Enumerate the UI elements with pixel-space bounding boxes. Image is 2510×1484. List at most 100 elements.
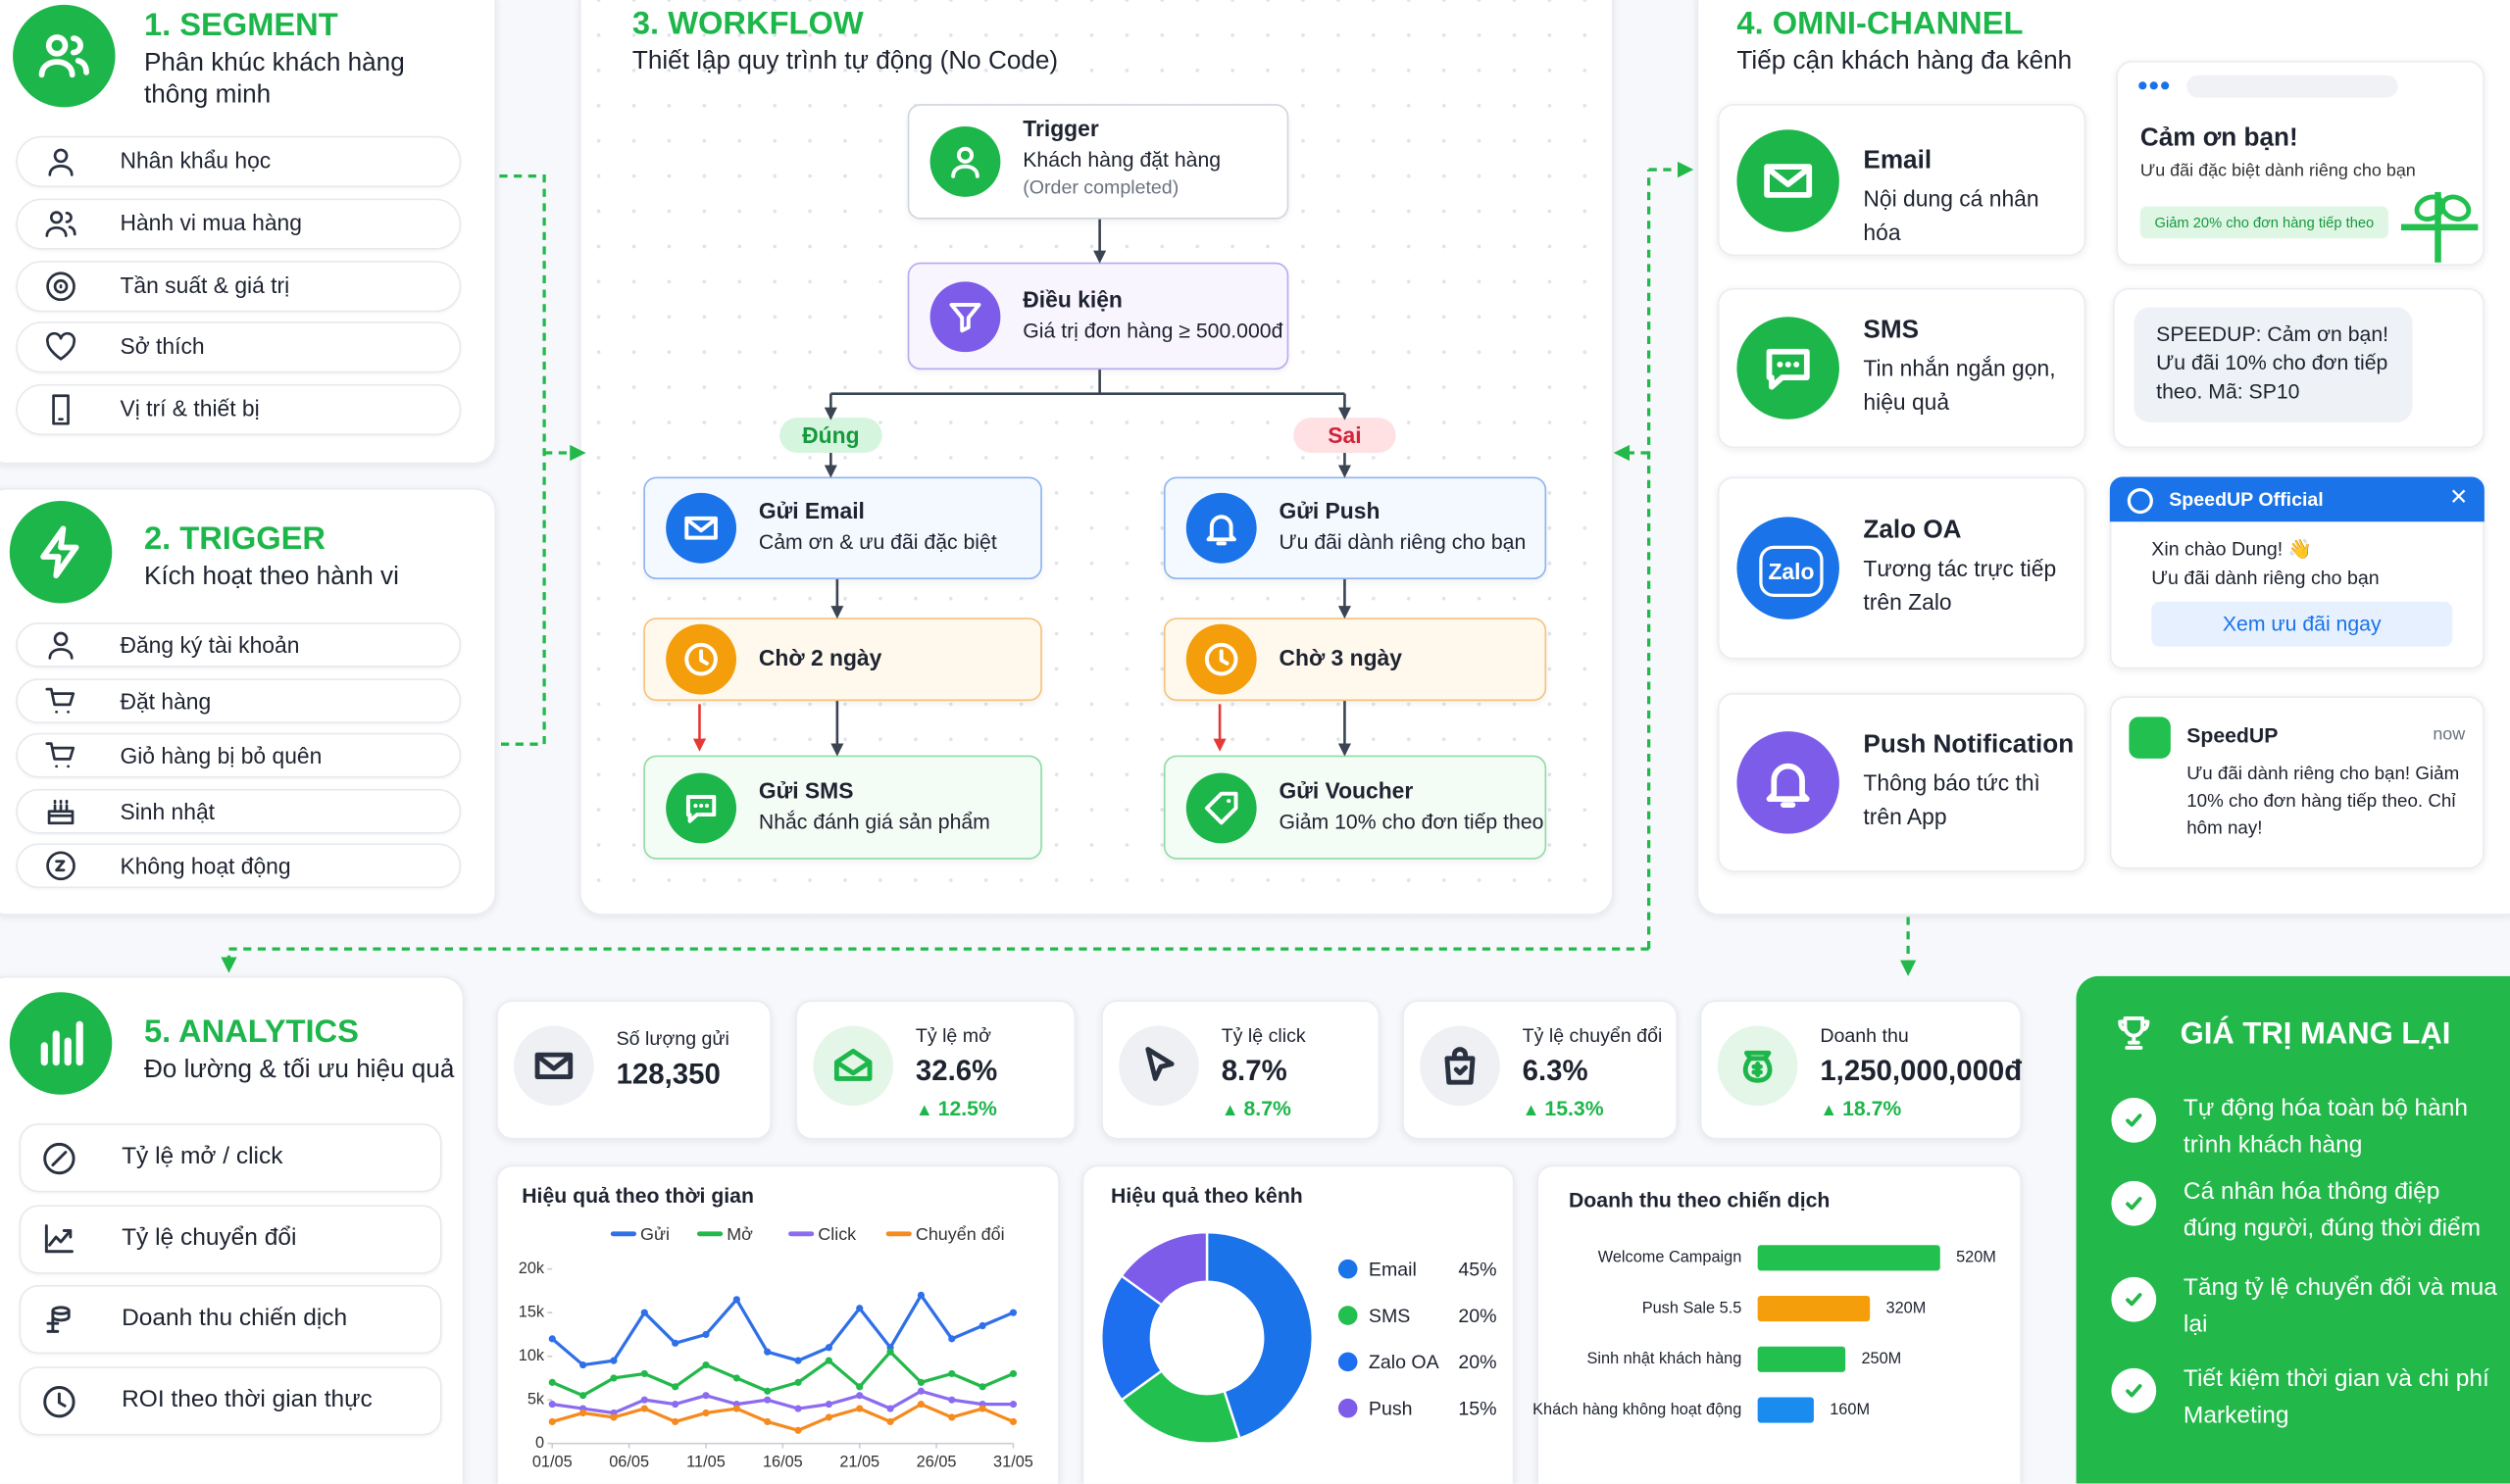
x-tick-label: 01/05: [532, 1454, 573, 1471]
channel-icon: [1736, 731, 1839, 834]
point: [917, 1378, 926, 1386]
point: [1009, 1401, 1018, 1409]
kpi-label: Tỷ lệ mở: [915, 1023, 991, 1047]
segment-item-icon: [48, 148, 74, 176]
zalo-preview-header: [2109, 476, 2485, 522]
omni-subtitle: Tiếp cận khách hàng đa kênh: [1736, 47, 2073, 75]
point: [948, 1413, 956, 1421]
close-button: ✕: [2449, 483, 2469, 510]
value-label: 15%: [1458, 1399, 1496, 1420]
kpi-icon: [1119, 1025, 1199, 1107]
kpi-change: 15.3%: [1523, 1096, 1603, 1119]
legend-label: Gửi: [640, 1224, 670, 1244]
point: [548, 1401, 556, 1409]
omni-heading: 4. OMNI-CHANNEL: [1736, 6, 2024, 42]
trigger-item: [16, 732, 462, 778]
point: [732, 1374, 740, 1382]
segment-heading: 1. SEGMENT: [143, 8, 338, 44]
value-label: 160M: [1830, 1401, 1870, 1418]
benefits-title: GIÁ TRỊ MANG LẠI: [2180, 1017, 2451, 1052]
trigger-title: Kích hoạt theo hành vi: [143, 563, 399, 591]
kpi-value: 32.6%: [915, 1054, 998, 1087]
point: [886, 1417, 894, 1425]
segment-item-label: Vị trí & thiết bị: [120, 395, 260, 421]
workflow-step: [643, 476, 1042, 580]
channel-title: SMS: [1863, 317, 1920, 345]
category-label: Welcome Campaign: [1598, 1249, 1742, 1266]
point: [672, 1401, 679, 1409]
y-tick-label: 20k: [519, 1260, 545, 1277]
pie-slice: [1205, 1230, 1314, 1440]
trigger-item: [16, 677, 462, 723]
trigger-item-label: Giỏ hàng bị bỏ quên: [120, 742, 323, 768]
trigger-item: [16, 622, 462, 668]
point: [979, 1321, 986, 1330]
point: [1009, 1417, 1018, 1425]
point: [794, 1426, 802, 1434]
x-tick-label: 26/05: [917, 1454, 957, 1471]
point: [579, 1409, 587, 1417]
point: [917, 1291, 926, 1299]
kpi-change: 8.7%: [1222, 1096, 1290, 1119]
bar: [1757, 1245, 1940, 1271]
point: [856, 1405, 864, 1412]
trigger-item-icon: [47, 799, 75, 824]
channel-text: Tương tác trực tiếp trên Zalo: [1863, 555, 2057, 615]
segment-item-icon: [52, 394, 70, 425]
pie-slice: [1120, 1230, 1209, 1308]
segment-item-label: Tần suất & giá trị: [120, 271, 290, 298]
analytics-subtitle: Đo lường & tối ưu hiệu quả: [143, 1056, 455, 1084]
point: [548, 1417, 556, 1425]
segment-item-icon: [46, 271, 75, 301]
value-label: 520M: [1956, 1249, 1996, 1266]
trigger-item-label: Đăng ký tài khoản: [120, 631, 300, 659]
point: [579, 1392, 587, 1400]
point: [702, 1330, 710, 1339]
segment-item: [16, 260, 462, 312]
trigger-node-icon: [929, 125, 1001, 197]
zalo-preview-greeting: Xin chào Dung! 👋: [2151, 537, 2313, 561]
kpi-icon: [813, 1025, 894, 1107]
kpi-value: 8.7%: [1221, 1054, 1287, 1087]
segment-item: [16, 384, 462, 436]
point: [732, 1405, 740, 1412]
kpi-change: 18.7%: [1820, 1096, 1901, 1119]
line: [551, 1293, 1015, 1367]
benefit-check: [2111, 1367, 2157, 1413]
trigger-item-icon: [45, 742, 75, 768]
channel-text: Thông báo tức thì trên App: [1863, 769, 2040, 829]
flow-line: [830, 370, 1345, 395]
x-tick-label: 16/05: [763, 1454, 803, 1471]
zalo-preview-button[interactable]: Xem ưu đãi ngay: [2151, 601, 2453, 647]
trigger-node-note: (Order completed): [1023, 175, 1180, 199]
workflow-step-text: Nhắc đánh giá sản phẩm: [758, 809, 990, 833]
segment-icon: [13, 4, 116, 108]
point: [610, 1374, 618, 1382]
segment-item: [16, 135, 462, 188]
kpi-icon: [1420, 1025, 1500, 1107]
chart-title: Hiệu quả theo kênh: [1111, 1185, 1303, 1208]
benefit-text: Tăng tỷ lệ chuyển đổi và mua lại: [2183, 1273, 2497, 1338]
point: [1009, 1309, 1018, 1316]
analytics-item-label: Tỷ lệ mở / click: [122, 1142, 283, 1170]
workflow-step-title: Chờ 2 ngày: [758, 644, 882, 671]
point: [764, 1417, 772, 1425]
kpi-icon: [514, 1025, 594, 1107]
point: [764, 1387, 772, 1395]
point: [856, 1305, 864, 1312]
zalo-preview-text: Ưu đãi dành riêng cho bạn: [2151, 566, 2380, 589]
value-label: 320M: [1886, 1299, 1927, 1316]
workflow-heading: 3. WORKFLOW: [631, 6, 864, 42]
value-label: 45%: [1458, 1259, 1496, 1280]
workflow-step-icon: [1185, 771, 1257, 843]
point: [702, 1392, 710, 1400]
analytics-heading: 5. ANALYTICS: [143, 1014, 359, 1051]
workflow-step-text: Cảm ơn & ưu đãi đặc biệt: [758, 529, 997, 554]
connector: [221, 947, 1649, 973]
legend-swatch: [1337, 1398, 1358, 1418]
trigger-heading: 2. TRIGGER: [143, 521, 326, 558]
trigger-item: [16, 843, 462, 889]
chart-title: Doanh thu theo chiến dịch: [1569, 1190, 1830, 1212]
channel-icon: [1736, 128, 1839, 231]
